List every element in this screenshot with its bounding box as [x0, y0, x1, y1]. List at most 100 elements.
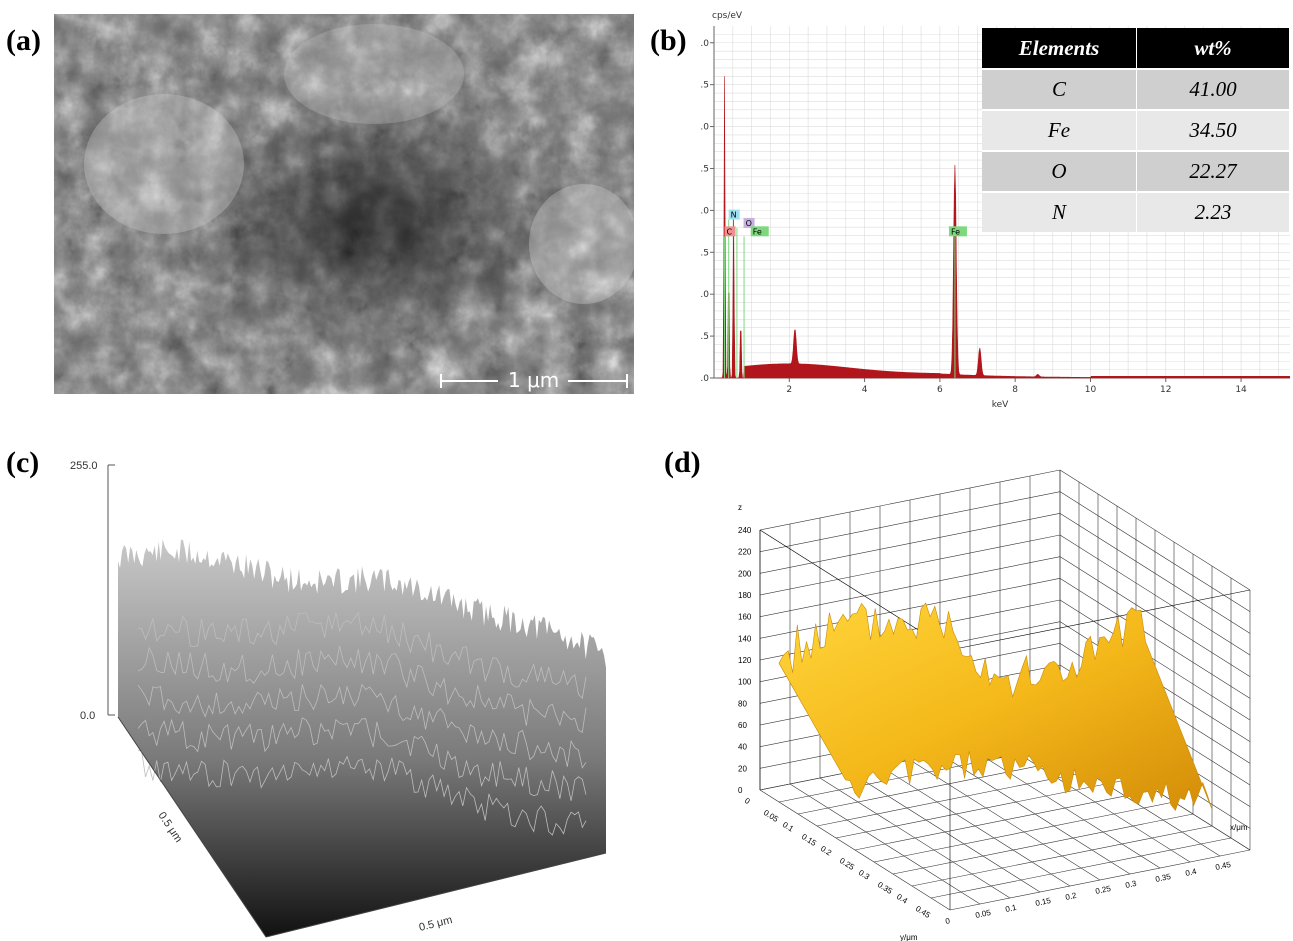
grid-line [939, 753, 1131, 875]
x-tick-label: 0.45 [1215, 860, 1233, 872]
z-tick-label: 60 [738, 721, 747, 730]
z-tick-max: 255.0 [70, 460, 98, 472]
marker-box [743, 217, 755, 228]
grid-line [759, 556, 1061, 617]
y-tick-label: 2.5 [700, 164, 709, 174]
grid-line [949, 589, 1251, 651]
grid-line [1059, 491, 1251, 612]
x-tick-label: 0.05 [975, 908, 993, 920]
eds-x-axis-label: keV [992, 400, 1009, 410]
y-tick-label: 3.0 [700, 123, 709, 133]
table-cell-element: O [982, 150, 1137, 192]
grid-line [873, 801, 1175, 863]
table-header-wt: wt% [1136, 28, 1290, 69]
gold-surface [778, 602, 1213, 812]
y-tick-label: 0.25 [838, 856, 856, 872]
grid-line [759, 513, 1061, 574]
z-tick-label: 80 [738, 699, 747, 708]
x-tick-label: 12 [1160, 385, 1171, 395]
panel-label-b: (b) [650, 24, 687, 57]
z-tick-label: 40 [738, 743, 747, 752]
grid-line [999, 741, 1191, 863]
marker-label: Fe [753, 227, 762, 236]
x-tick-label: 10 [1085, 385, 1097, 395]
x-tick-label: 0.4 [1185, 867, 1198, 878]
marker-label: O [746, 219, 752, 228]
grid-line [759, 534, 1061, 596]
y-tick-label: 0.2 [819, 844, 834, 858]
grid-line [1059, 469, 1251, 591]
x-axis-ticks: 0 0.05 0.1 0.15 0.2 0.25 0.3 0.35 0.4 0.45 [945, 860, 1233, 926]
y-axis-ticks: 0 0.050.1 0.150.2 0.250.3 0.350.4 0.45 [743, 796, 932, 920]
marker-label: C [727, 227, 733, 236]
afm-3d-surface-grayscale: 255.0 0.0 0.5 μm 0.5 μm [70, 460, 607, 938]
scale-bar-label: 1 μm [508, 368, 560, 392]
table-cell-element: N [982, 191, 1137, 232]
x-tick-label: 6 [937, 385, 943, 395]
z-tick-label: 180 [738, 591, 752, 600]
grid-line [949, 849, 1251, 911]
panel-label-d: (d) [664, 446, 701, 479]
x-tick-label: 0.25 [1095, 884, 1113, 896]
z-tick-label: 220 [738, 548, 752, 557]
x-tick-label: 8 [1012, 385, 1018, 395]
table-cell-wt: 34.50 [1136, 109, 1290, 151]
grid-line [759, 491, 1061, 552]
eds-peaks [717, 76, 1290, 379]
table-cell-wt: 2.23 [1136, 191, 1290, 232]
table-cell-element: C [982, 68, 1137, 110]
grid-line [909, 759, 1101, 881]
table-cell-element: Fe [982, 109, 1137, 151]
x-tick-label: 0.35 [1155, 872, 1173, 884]
x-tick-label: 0 [945, 916, 952, 926]
y-tick-label: 1.5 [700, 248, 709, 258]
x-tick-label: 2 [786, 385, 792, 395]
y-axis-label: y/μm [900, 933, 918, 941]
grid-line [930, 837, 1232, 899]
x-tick-label: 14 [1235, 385, 1247, 395]
table-cell-wt: 41.00 [1136, 68, 1290, 110]
z-tick-label: 240 [738, 526, 752, 535]
z-axis-ticks: 0 20 40 60 80 100 120 140 160 180 200 220 240 [738, 526, 752, 795]
grid-line [759, 469, 1061, 531]
z-tick-label: 160 [738, 613, 752, 622]
x-axis-label: x/μm [1230, 823, 1248, 832]
y-tick-label: 3.5 [700, 81, 709, 91]
y-tick-label: 0.0 [700, 374, 709, 384]
table-row: N 2.23 [982, 191, 1290, 232]
grid-line [892, 813, 1194, 875]
z-tick-label: 20 [738, 764, 747, 773]
z-tick-label: 120 [738, 656, 752, 665]
x-tick-label: 0.3 [1125, 879, 1138, 890]
y-tick-label: 0 [743, 796, 752, 806]
y-tick-label: 0.4 [895, 892, 910, 906]
table-row: Fe 34.50 [982, 109, 1290, 151]
eds-y-axis-label: cps/eV [712, 11, 743, 21]
eds-element-markers: NO C Fe Fe [724, 209, 967, 378]
y-tick-label: 0.05 [762, 808, 780, 824]
z-tick-label: 0 [738, 786, 743, 795]
grid-line [1059, 578, 1251, 699]
x-tick-label: 4 [862, 385, 868, 395]
y-tick-label: 0.15 [800, 832, 818, 848]
surface-ridges [137, 611, 587, 836]
surface-front [118, 539, 606, 937]
y-tick-label: 0.3 [857, 868, 872, 882]
grid-line [759, 578, 1061, 639]
grid-line [969, 747, 1161, 869]
box-grid [759, 469, 1251, 911]
z-axis-label: z [738, 503, 742, 512]
x-tick-label: 0.15 [1035, 896, 1053, 908]
marker-box [750, 226, 769, 237]
z-tick-label: 140 [738, 634, 752, 643]
grid-line [1059, 556, 1251, 677]
scale-bar: 1 μm [440, 366, 630, 394]
y-tick-label: 0.45 [914, 904, 932, 920]
table-row: O 22.27 [982, 150, 1290, 192]
y-tick-label: 4.0 [700, 39, 709, 49]
marker-box [728, 209, 740, 220]
marker-label: Fe [951, 227, 960, 236]
y-tick-label: 0.35 [876, 880, 894, 896]
y-axis-label: 0.5 μm [156, 810, 185, 845]
